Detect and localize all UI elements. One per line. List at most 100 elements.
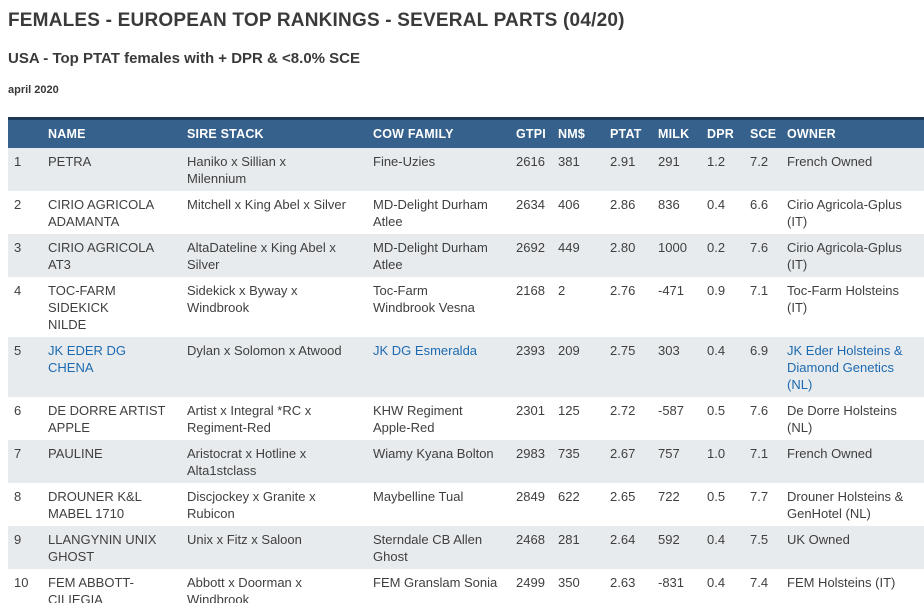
- rankings-table: NAME SIRE STACK COW FAMILY GTPI NM$ PTAT MILK D…: [8, 117, 924, 603]
- cell-sire_stack: Sidekick x Byway x Windbrook: [181, 277, 367, 337]
- cow_family-link[interactable]: JK DG Esmeralda: [373, 343, 478, 358]
- cell-milk: 291: [652, 148, 701, 191]
- cell-gtpi: 2616: [510, 148, 552, 191]
- cell-ptat: 2.91: [604, 148, 652, 191]
- cell-gtpi: 2168: [510, 277, 552, 337]
- cell-gtpi: 2692: [510, 234, 552, 277]
- cell-cow_family: Toc-Farm Windbrook Vesna: [367, 277, 510, 337]
- cell-nm: 209: [552, 337, 604, 397]
- cell-dpr: 0.4: [701, 569, 744, 603]
- cell-sce: 7.6: [744, 397, 781, 440]
- cell-rank: 1: [8, 148, 42, 191]
- cell-nm: 381: [552, 148, 604, 191]
- cell-rank: 9: [8, 526, 42, 569]
- cell-nm: 281: [552, 526, 604, 569]
- cell-sce: 7.4: [744, 569, 781, 603]
- table-row: 2 CIRIO AGRICOLA ADAMANTA Mitchell x King …: [8, 191, 924, 234]
- table-row: 5 JK EDER DG CHENA Dylan x Solomon x Atwoo…: [8, 337, 924, 397]
- cell-ptat: 2.75: [604, 337, 652, 397]
- cell-milk: 303: [652, 337, 701, 397]
- cell-name: LLANGYNIN UNIX GHOST: [42, 526, 181, 569]
- column-header-milk: MILK: [652, 117, 701, 148]
- column-header-name: NAME: [42, 117, 181, 148]
- table-row: 8 DROUNER K&L MABEL 1710 Discjockey x Gran…: [8, 483, 924, 526]
- column-header-ptat: PTAT: [604, 117, 652, 148]
- column-header-gtpi: GTPI: [510, 117, 552, 148]
- cell-name: CIRIO AGRICOLA ADAMANTA: [42, 191, 181, 234]
- table-row: 4 TOC-FARM SIDEKICK NILDE Sidekick x Byway…: [8, 277, 924, 337]
- table-row: 6 DE DORRE ARTIST APPLE Artist x Integral …: [8, 397, 924, 440]
- cell-sire_stack: AltaDateline x King Abel x Silver: [181, 234, 367, 277]
- cell-cow_family: JK DG Esmeralda: [367, 337, 510, 397]
- cell-milk: 1000: [652, 234, 701, 277]
- cell-milk: -831: [652, 569, 701, 603]
- cell-sire_stack: Dylan x Solomon x Atwood: [181, 337, 367, 397]
- cell-name: TOC-FARM SIDEKICK NILDE: [42, 277, 181, 337]
- cell-gtpi: 2393: [510, 337, 552, 397]
- table-row: 10 FEM ABBOTT- CILIEGIA Abbott x Doorman x…: [8, 569, 924, 603]
- table-row: 1 PETRA Haniko x Sillian x Milennium Fine-U…: [8, 148, 924, 191]
- cell-sire_stack: Unix x Fitz x Saloon: [181, 526, 367, 569]
- cell-nm: 350: [552, 569, 604, 603]
- cell-milk: 592: [652, 526, 701, 569]
- cell-sire_stack: Aristocrat x Hotline x Alta1stclass: [181, 440, 367, 483]
- cell-name: DE DORRE ARTIST APPLE: [42, 397, 181, 440]
- header-row: NAME SIRE STACK COW FAMILY GTPI NM$ PTAT MILK D…: [8, 117, 924, 148]
- cell-ptat: 2.64: [604, 526, 652, 569]
- cell-nm: 735: [552, 440, 604, 483]
- cell-cow_family: FEM Granslam Sonia: [367, 569, 510, 603]
- cell-name: CIRIO AGRICOLA AT3: [42, 234, 181, 277]
- column-header-cow_family: COW FAMILY: [367, 117, 510, 148]
- cell-sce: 6.6: [744, 191, 781, 234]
- cell-owner: JK Eder Holsteins & Diamond Genetics (NL…: [781, 337, 924, 397]
- cell-sire_stack: Discjockey x Granite x Rubicon: [181, 483, 367, 526]
- cell-milk: 757: [652, 440, 701, 483]
- column-header-owner: OWNER: [781, 117, 924, 148]
- cell-rank: 7: [8, 440, 42, 483]
- cell-rank: 5: [8, 337, 42, 397]
- cell-cow_family: Maybelline Tual: [367, 483, 510, 526]
- cell-ptat: 2.65: [604, 483, 652, 526]
- cell-milk: 722: [652, 483, 701, 526]
- cell-owner: FEM Holsteins (IT): [781, 569, 924, 603]
- cell-sire_stack: Haniko x Sillian x Milennium: [181, 148, 367, 191]
- cell-owner: French Owned: [781, 440, 924, 483]
- cell-gtpi: 2499: [510, 569, 552, 603]
- cell-sce: 7.7: [744, 483, 781, 526]
- cell-sce: 7.6: [744, 234, 781, 277]
- cell-name: PETRA: [42, 148, 181, 191]
- cell-rank: 6: [8, 397, 42, 440]
- column-header-dpr: DPR: [701, 117, 744, 148]
- cell-nm: 125: [552, 397, 604, 440]
- cell-gtpi: 2468: [510, 526, 552, 569]
- table-row: 9 LLANGYNIN UNIX GHOST Unix x Fitz x Saloo…: [8, 526, 924, 569]
- cell-ptat: 2.72: [604, 397, 652, 440]
- cell-rank: 8: [8, 483, 42, 526]
- cell-sire_stack: Artist x Integral *RC x Regiment-Red: [181, 397, 367, 440]
- cell-owner: UK Owned: [781, 526, 924, 569]
- cell-nm: 622: [552, 483, 604, 526]
- cell-ptat: 2.86: [604, 191, 652, 234]
- cell-ptat: 2.80: [604, 234, 652, 277]
- cell-nm: 406: [552, 191, 604, 234]
- cell-cow_family: Wiamy Kyana Bolton: [367, 440, 510, 483]
- table-row: 7 PAULINE Aristocrat x Hotline x Alta1stcl…: [8, 440, 924, 483]
- cell-dpr: 0.9: [701, 277, 744, 337]
- cell-sire_stack: Mitchell x King Abel x Silver: [181, 191, 367, 234]
- cell-cow_family: MD-Delight Durham Atlee: [367, 234, 510, 277]
- cell-owner: Cirio Agricola-Gplus (IT): [781, 191, 924, 234]
- cell-milk: 836: [652, 191, 701, 234]
- cell-dpr: 0.2: [701, 234, 744, 277]
- cell-dpr: 0.4: [701, 337, 744, 397]
- cell-milk: -471: [652, 277, 701, 337]
- column-header-sce: SCE: [744, 117, 781, 148]
- cell-name: DROUNER K&L MABEL 1710: [42, 483, 181, 526]
- cell-ptat: 2.76: [604, 277, 652, 337]
- table-body: 1 PETRA Haniko x Sillian x Milennium Fine-U…: [8, 148, 924, 603]
- owner-link[interactable]: JK Eder Holsteins & Diamond Genetics (NL…: [787, 343, 903, 392]
- cell-sce: 7.5: [744, 526, 781, 569]
- cell-sce: 7.1: [744, 440, 781, 483]
- name-link[interactable]: JK EDER DG CHENA: [48, 343, 127, 375]
- cell-sce: 7.2: [744, 148, 781, 191]
